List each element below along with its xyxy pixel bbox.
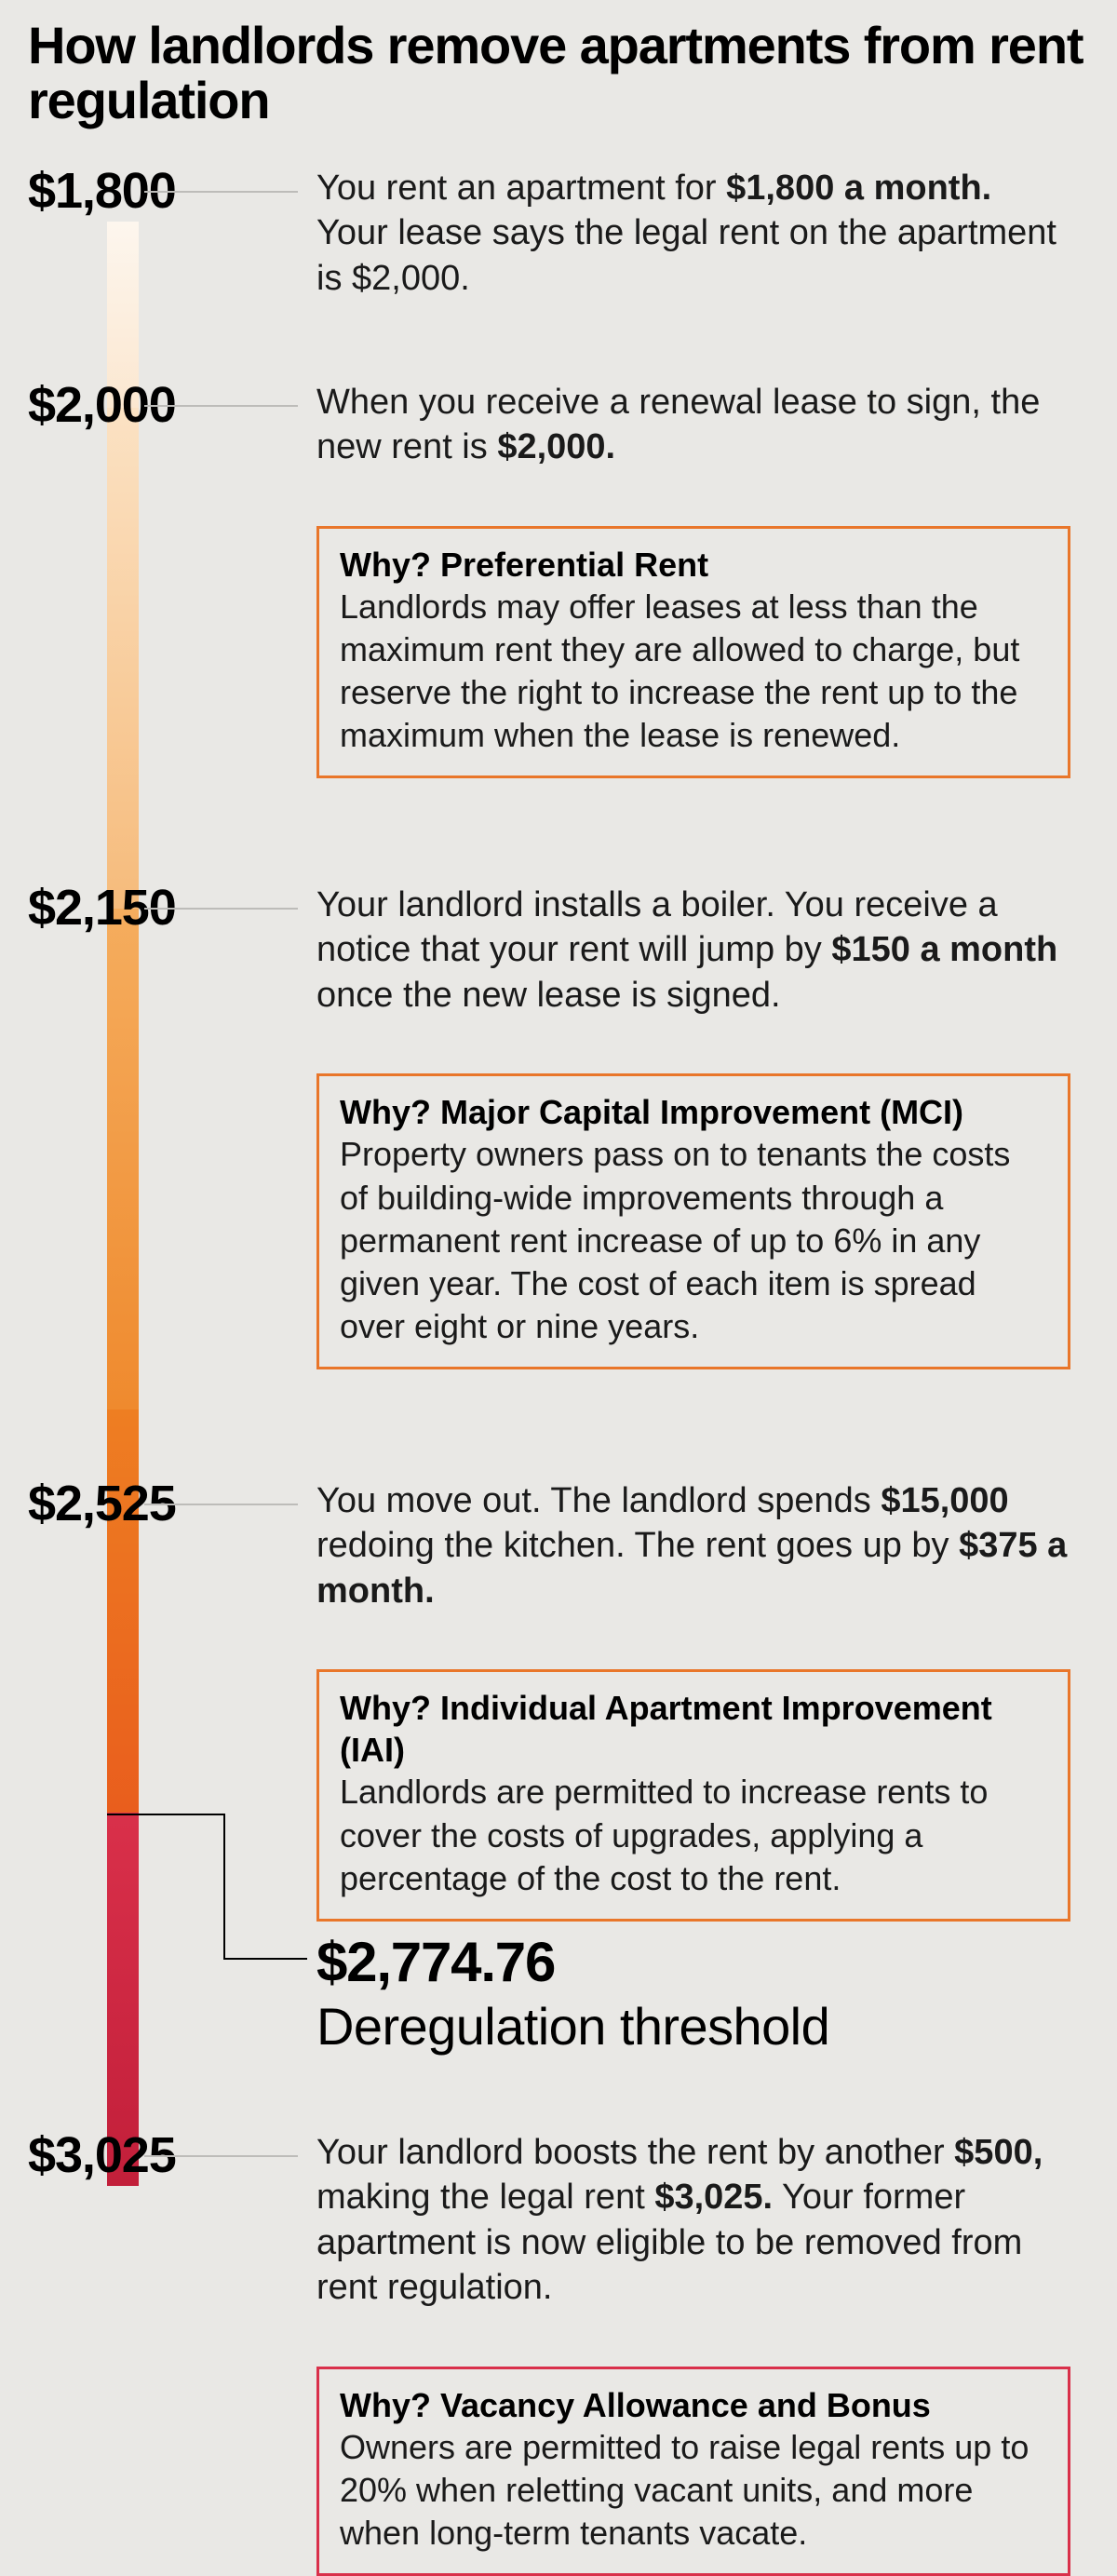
page-title: How landlords remove apartments from ren… — [28, 19, 1089, 128]
step-description: Your landlord boosts the rent by another… — [316, 2130, 1070, 2312]
step-entry: Your landlord installs a boiler. You rec… — [316, 883, 1070, 1369]
leader-line — [144, 908, 298, 910]
why-body: Property owners pass on to tenants the c… — [340, 1133, 1047, 1347]
why-box: Why? Vacancy Allowance and BonusOwners a… — [316, 2367, 1070, 2576]
why-title: Why? Vacancy Allowance and Bonus — [340, 2384, 1047, 2426]
leader-line — [144, 1504, 298, 1505]
bar-segment — [107, 408, 139, 909]
leader-line — [144, 191, 298, 193]
step-description: Your landlord installs a boiler. You rec… — [316, 883, 1070, 1018]
step-entry: When you receive a renewal lease to sign… — [316, 380, 1070, 779]
bar-segment — [107, 909, 139, 1409]
threshold-amount: $2,774.76 — [316, 1930, 1070, 1994]
timeline: $1,800You rent an apartment for $1,800 a… — [28, 166, 1089, 2447]
step-entry: You move out. The landlord spends $15,00… — [316, 1478, 1070, 1922]
why-body: Landlords may offer leases at less than … — [340, 586, 1047, 757]
step-description: When you receive a renewal lease to sign… — [316, 380, 1070, 470]
threshold-tick — [107, 1814, 139, 1815]
threshold-connector-top — [139, 1814, 223, 1815]
why-box: Why? Preferential RentLandlords may offe… — [316, 526, 1070, 778]
threshold-label: Deregulation threshold — [316, 1996, 1070, 2057]
why-title: Why? Preferential Rent — [340, 544, 1047, 586]
bar-segment — [107, 1409, 139, 1813]
infographic-page: How landlords remove apartments from ren… — [0, 0, 1117, 2502]
why-body: Owners are permitted to raise legal rent… — [340, 2426, 1047, 2555]
step-description: You rent an apartment for $1,800 a month… — [316, 166, 1070, 302]
why-body: Landlords are permitted to increase rent… — [340, 1771, 1047, 1899]
why-title: Why? Individual Apartment Improvement (I… — [340, 1687, 1047, 1771]
rent-gradient-bar — [107, 222, 139, 2186]
leader-line — [144, 405, 298, 407]
why-title: Why? Major Capital Improvement (MCI) — [340, 1091, 1047, 1133]
why-box: Why? Major Capital Improvement (MCI)Prop… — [316, 1073, 1070, 1369]
why-box: Why? Individual Apartment Improvement (I… — [316, 1669, 1070, 1921]
step-entry: Your landlord boosts the rent by another… — [316, 2130, 1070, 2576]
step-description: You move out. The landlord spends $15,00… — [316, 1478, 1070, 1614]
threshold-connector-vertical — [223, 1814, 225, 1958]
step-entry: You rent an apartment for $1,800 a month… — [316, 166, 1070, 302]
threshold-connector-bottom — [223, 1958, 307, 1960]
deregulation-threshold: $2,774.76Deregulation threshold — [316, 1930, 1070, 2057]
leader-line — [144, 2155, 298, 2157]
